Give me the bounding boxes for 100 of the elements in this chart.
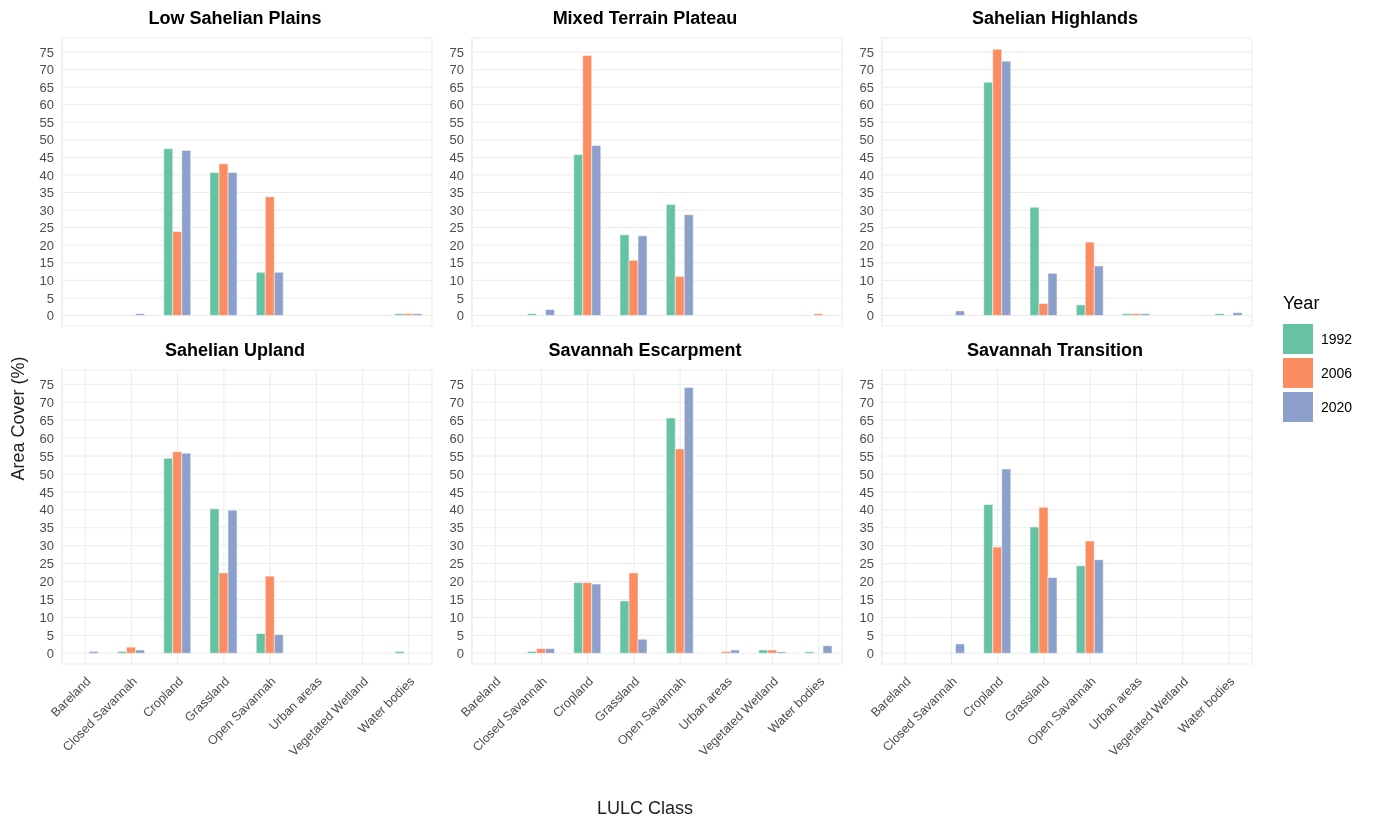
y-tick-label: 50	[859, 132, 874, 148]
chart-title: Savannah Transition	[965, 340, 1144, 362]
y-tick-label: 15	[39, 255, 54, 271]
x-axis-title: LULC Class	[596, 798, 694, 819]
y-tick-label: 5	[866, 627, 874, 643]
y-tick-label: 45	[39, 484, 54, 500]
legend-title: Year	[1283, 293, 1321, 314]
y-tick-label: 10	[449, 610, 464, 626]
y-tick-label: 10	[859, 610, 874, 626]
y-tick-label: 30	[449, 202, 464, 218]
y-tick-label: 75	[859, 44, 874, 60]
y-tick-label: 5	[46, 627, 54, 643]
y-tick-label: 30	[39, 538, 54, 554]
chart-title: Sahelian Upland	[164, 340, 306, 362]
y-tick-label: 50	[859, 466, 874, 482]
y-tick-label: 70	[39, 62, 54, 78]
y-tick-label: 35	[449, 185, 464, 201]
y-tick-label: 20	[859, 574, 874, 590]
y-tick-label: 20	[39, 237, 54, 253]
y-tick-label: 55	[859, 114, 874, 130]
chart-title: Low Sahelian Plains	[147, 8, 323, 30]
bar	[545, 309, 555, 316]
y-tick-label: 60	[449, 430, 464, 446]
y-tick-label: 15	[859, 592, 874, 608]
y-tick-label: 10	[449, 272, 464, 288]
y-tick-label: 30	[449, 538, 464, 554]
y-tick-label: 40	[449, 502, 464, 518]
y-tick-label: 5	[456, 290, 464, 306]
y-tick-label: 15	[859, 255, 874, 271]
y-tick-label: 55	[449, 448, 464, 464]
y-tick-label: 0	[46, 645, 54, 661]
y-tick-label: 65	[859, 412, 874, 428]
y-tick-label: 15	[39, 592, 54, 608]
y-tick-label: 75	[449, 44, 464, 60]
y-tick-label: 70	[859, 394, 874, 410]
y-tick-label: 45	[449, 150, 464, 166]
y-tick-label: 50	[39, 466, 54, 482]
y-tick-label: 40	[859, 167, 874, 183]
y-tick-label: 70	[39, 394, 54, 410]
y-tick-label: 35	[859, 520, 874, 536]
bar	[1232, 312, 1243, 316]
y-tick-label: 60	[859, 97, 874, 113]
y-tick-label: 70	[859, 62, 874, 78]
bar	[955, 643, 965, 654]
y-tick-label: 5	[866, 290, 874, 306]
chart-title: Mixed Terrain Plateau	[551, 8, 739, 30]
y-tick-label: 20	[449, 574, 464, 590]
y-tick-label: 30	[859, 202, 874, 218]
y-tick-label: 0	[456, 645, 464, 661]
chart-title: Sahelian Highlands	[970, 8, 1139, 30]
y-tick-label: 65	[859, 79, 874, 95]
y-tick-label: 25	[449, 556, 464, 572]
y-tick-label: 15	[449, 592, 464, 608]
y-tick-label: 0	[866, 645, 874, 661]
y-tick-label: 35	[859, 185, 874, 201]
y-tick-label: 55	[449, 114, 464, 130]
y-tick-label: 75	[39, 376, 54, 392]
y-tick-label: 45	[859, 150, 874, 166]
y-tick-label: 15	[449, 255, 464, 271]
y-tick-label: 5	[456, 627, 464, 643]
y-tick-label: 20	[449, 237, 464, 253]
y-tick-label: 75	[39, 44, 54, 60]
y-tick-label: 35	[39, 520, 54, 536]
bar	[955, 310, 965, 316]
y-tick-label: 30	[39, 202, 54, 218]
y-tick-label: 45	[859, 484, 874, 500]
y-tick-label: 25	[39, 220, 54, 236]
y-tick-label: 50	[39, 132, 54, 148]
legend-label: 2006	[1321, 365, 1353, 381]
y-axis-title: Area Cover (%)	[7, 355, 29, 483]
y-tick-label: 20	[39, 574, 54, 590]
y-tick-label: 40	[449, 167, 464, 183]
y-tick-label: 25	[39, 556, 54, 572]
y-tick-label: 60	[39, 430, 54, 446]
y-tick-label: 0	[46, 308, 54, 324]
y-tick-label: 65	[449, 412, 464, 428]
y-tick-label: 65	[39, 79, 54, 95]
y-tick-label: 75	[449, 376, 464, 392]
y-tick-label: 25	[859, 556, 874, 572]
chart-title: Savannah Escarpment	[547, 340, 743, 362]
bar	[822, 645, 833, 654]
y-tick-label: 60	[859, 430, 874, 446]
y-tick-label: 25	[859, 220, 874, 236]
y-tick-label: 45	[449, 484, 464, 500]
y-tick-label: 40	[859, 502, 874, 518]
y-tick-label: 35	[39, 185, 54, 201]
y-tick-label: 55	[39, 448, 54, 464]
y-tick-label: 50	[449, 132, 464, 148]
y-tick-label: 60	[449, 97, 464, 113]
y-tick-label: 35	[449, 520, 464, 536]
y-tick-label: 10	[39, 610, 54, 626]
y-tick-label: 10	[859, 272, 874, 288]
y-tick-label: 5	[46, 290, 54, 306]
legend-label: 2020	[1321, 399, 1353, 415]
y-tick-label: 55	[39, 114, 54, 130]
y-tick-label: 60	[39, 97, 54, 113]
y-tick-label: 0	[456, 308, 464, 324]
legend-label: 1992	[1321, 331, 1353, 347]
y-tick-label: 20	[859, 237, 874, 253]
y-tick-label: 50	[449, 466, 464, 482]
